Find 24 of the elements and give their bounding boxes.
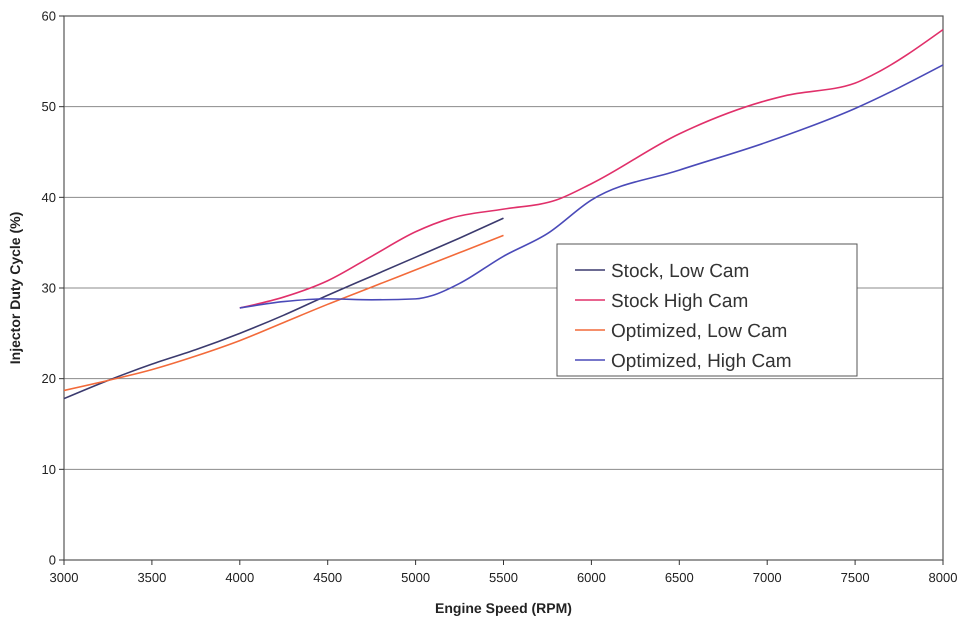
y-axis-title: Injector Duty Cycle (%) bbox=[7, 212, 23, 364]
x-tick-label: 8000 bbox=[928, 570, 958, 585]
legend-label: Stock High Cam bbox=[611, 291, 748, 312]
legend-label: Optimized, Low Cam bbox=[611, 321, 788, 342]
x-tick-label: 6000 bbox=[576, 570, 606, 585]
x-tick-label: 3000 bbox=[50, 570, 78, 585]
x-tick-label: 6500 bbox=[664, 570, 694, 585]
x-tick-label: 7000 bbox=[752, 570, 782, 585]
x-tick-label: 3500 bbox=[137, 570, 166, 585]
y-tick-label: 30 bbox=[42, 280, 56, 296]
y-tick-label: 50 bbox=[42, 99, 56, 114]
x-tick-label: 5000 bbox=[401, 570, 430, 585]
y-tick-label: 40 bbox=[42, 190, 56, 205]
legend-label: Optimized, High Cam bbox=[611, 351, 792, 372]
x-tick-label: 5500 bbox=[489, 570, 518, 585]
legend-label: Stock, Low Cam bbox=[611, 261, 750, 282]
x-tick-label: 4500 bbox=[313, 570, 342, 585]
x-axis-title: Engine Speed (RPM) bbox=[435, 600, 572, 616]
y-tick-label: 20 bbox=[42, 371, 56, 386]
y-tick-label: 60 bbox=[42, 8, 56, 24]
x-tick-label: 7500 bbox=[840, 570, 870, 585]
y-tick-label: 10 bbox=[42, 462, 56, 477]
x-tick-label: 4000 bbox=[225, 570, 254, 585]
y-tick-label: 0 bbox=[48, 552, 56, 568]
